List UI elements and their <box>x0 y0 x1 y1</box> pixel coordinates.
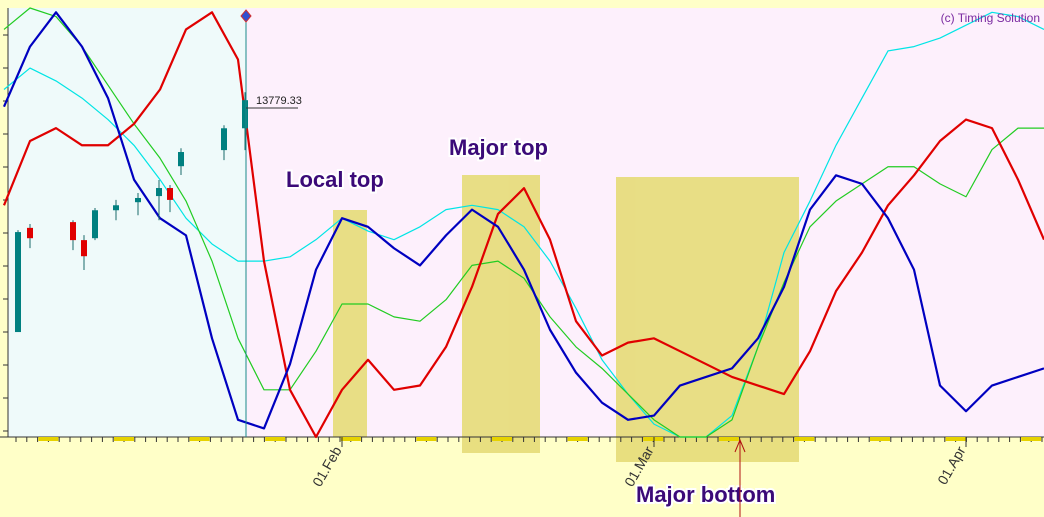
annotation: Major bottom <box>636 482 775 507</box>
candle-body <box>178 152 184 167</box>
candle-body <box>135 197 141 203</box>
highlight <box>616 177 799 462</box>
now-marker <box>240 9 252 23</box>
week-mark <box>794 437 815 441</box>
week-mark <box>265 437 286 441</box>
week-mark <box>643 437 664 441</box>
history-area <box>8 8 246 437</box>
week-mark <box>416 437 437 441</box>
annotation: Major top <box>449 135 548 160</box>
line-series <box>3 11 1044 438</box>
candle-body <box>15 232 21 333</box>
line-series <box>2 11 1044 430</box>
week-mark <box>567 437 588 441</box>
bottom-ticks <box>15 437 1043 447</box>
candle-body <box>167 188 173 200</box>
week-mark <box>38 437 59 441</box>
candle-body <box>81 240 87 257</box>
last-price-label: 13779.33 <box>256 95 302 107</box>
week-mark <box>114 437 134 441</box>
candle-body <box>221 128 227 151</box>
week-mark <box>1021 437 1042 441</box>
week-mark <box>492 437 512 441</box>
candle-body <box>70 222 76 241</box>
annotation: Local top <box>286 167 384 192</box>
line-series <box>2 11 1044 439</box>
candle-body <box>242 100 248 129</box>
candle-body <box>113 205 119 211</box>
week-mark <box>340 437 361 441</box>
week-mark <box>870 437 890 441</box>
highlight <box>462 175 540 453</box>
candle-body <box>27 227 33 239</box>
week-mark <box>718 437 739 441</box>
plot <box>2 7 1044 439</box>
highlights <box>333 175 799 462</box>
week-mark <box>945 437 966 441</box>
candle-body <box>156 188 162 197</box>
week-mark <box>189 437 210 441</box>
bottom-arrow-head <box>734 438 746 453</box>
highlight <box>333 210 367 437</box>
line-series <box>3 7 1044 438</box>
copyright: (c) Timing Solution <box>941 11 1040 25</box>
candle-body <box>92 210 98 239</box>
